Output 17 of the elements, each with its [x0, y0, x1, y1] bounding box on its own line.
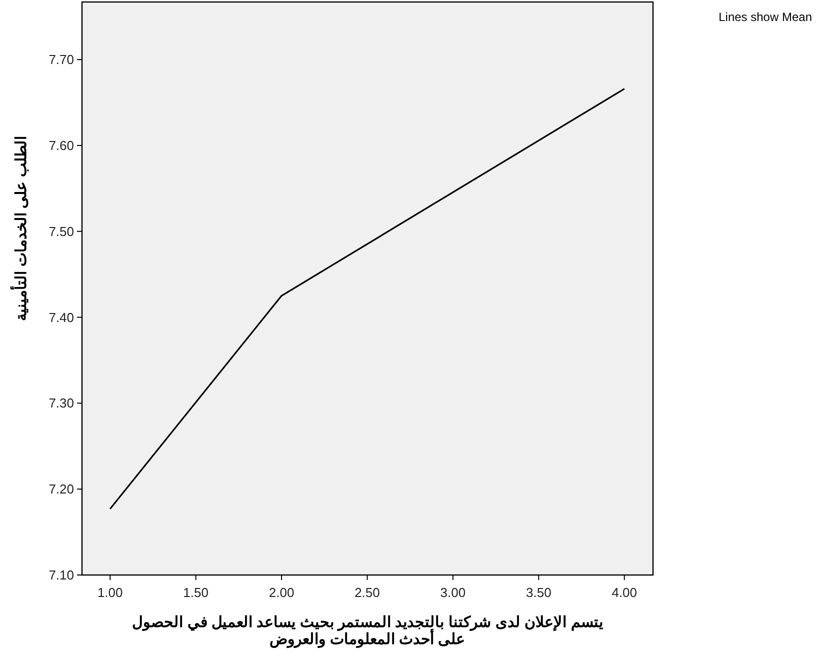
x-tick-label: 3.50: [526, 585, 552, 600]
x-tick-label: 3.00: [440, 585, 466, 600]
y-axis-title: الطلب على الخدمات التأمينية: [10, 136, 30, 321]
y-tick-label: 7.30: [48, 396, 74, 411]
y-tick-label: 7.20: [48, 482, 74, 497]
x-tick-label: 2.00: [268, 585, 294, 600]
y-tick-label: 7.50: [48, 224, 74, 239]
x-tick-label: 1.00: [97, 585, 123, 600]
x-axis-title: يتسم الإعلان لدى شركتنا بالتجديد المستمر بحيث يساعد العميل في الحصول على أحدث المعلومات والعروض: [132, 614, 603, 648]
text: Lines show Mean: [718, 10, 812, 24]
x-tick-label: 4.00: [612, 585, 638, 600]
y-tick-label: 7.70: [48, 52, 74, 68]
y-tick-label: 7.40: [48, 310, 74, 325]
x-tick-label: 2.50: [354, 585, 380, 600]
y-tick-label: 7.10: [48, 568, 74, 582]
y-tick-label: 7.60: [48, 138, 74, 153]
x-tick-label: 1.50: [183, 585, 208, 600]
